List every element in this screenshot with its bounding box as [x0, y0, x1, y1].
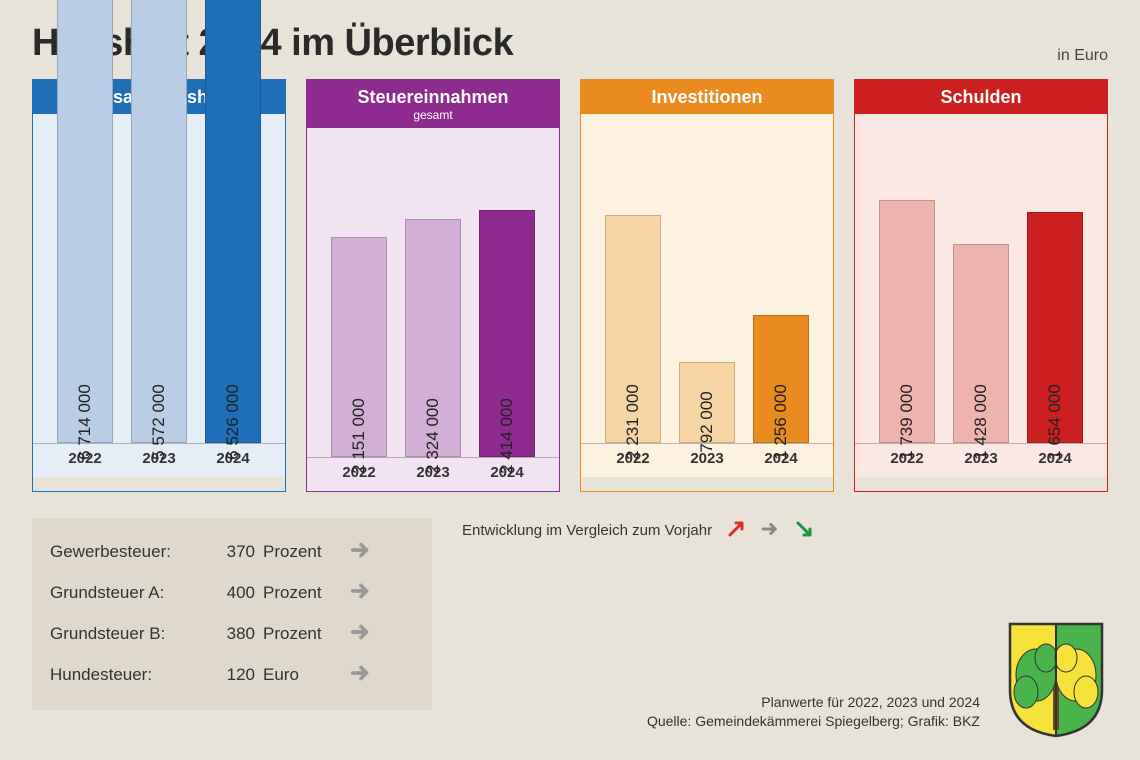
arrow-flat-icon	[346, 580, 376, 607]
footer-line2: Quelle: Gemeindekämmerei Spiegelberg; Gr…	[647, 712, 980, 732]
legend-text: Entwicklung im Vergleich zum Vorjahr	[462, 522, 712, 539]
bar: 5 572 000	[131, 0, 187, 443]
bar-value-label: 1 428 000	[971, 384, 991, 460]
tax-box: Gewerbesteuer:370ProzentGrundsteuer A:40…	[32, 518, 432, 710]
bar-value-label: 2 231 000	[623, 384, 643, 460]
tax-unit: Euro	[255, 665, 330, 685]
bar-value-label: 2 414 000	[497, 398, 517, 474]
bar: 1 256 000	[753, 315, 809, 443]
legend-block: Entwicklung im Vergleich zum Vorjahr	[462, 518, 814, 542]
tax-value: 380	[200, 624, 255, 644]
tax-row: Gewerbesteuer:370Prozent	[50, 532, 414, 573]
bottom-row: Gewerbesteuer:370ProzentGrundsteuer A:40…	[32, 518, 1108, 710]
bar-value-label: 2 151 000	[349, 398, 369, 474]
tax-label: Grundsteuer A:	[50, 583, 200, 603]
charts-row: Gesamthaushalt6 714 0005 572 0006 526 00…	[32, 79, 1108, 492]
bar: 1 428 000	[953, 244, 1009, 443]
header-row: Haushalt 2024 im Überblick in Euro	[32, 22, 1108, 65]
bar-value-label: 1 256 000	[771, 384, 791, 460]
footer-credits: Planwerte für 2022, 2023 und 2024 Quelle…	[647, 693, 980, 732]
bar: 2 414 000	[479, 210, 535, 457]
tax-row: Grundsteuer B:380Prozent	[50, 614, 414, 655]
tax-value: 370	[200, 542, 255, 562]
unit-label: in Euro	[1057, 47, 1108, 65]
arrow-flat-icon	[760, 520, 780, 542]
bar: 1 654 000	[1027, 212, 1083, 443]
bar-value-label: 2 324 000	[423, 398, 443, 474]
crest-icon	[1006, 620, 1106, 738]
plot-area: 2 231 000 792 000 1 256 000	[581, 114, 833, 444]
plot-area: 6 714 0005 572 0006 526 000	[33, 114, 285, 444]
bar: 2 231 000	[605, 215, 661, 443]
bar-value-label: 5 572 000	[149, 384, 169, 460]
chart-panel: Schulden1 739 0001 428 0001 654 00020222…	[854, 79, 1108, 492]
arrow-flat-icon	[346, 621, 376, 648]
tax-value: 400	[200, 583, 255, 603]
tax-value: 120	[200, 665, 255, 685]
bar: 2 151 000	[331, 237, 387, 457]
bar-value-label: 792 000	[697, 391, 717, 452]
panel-header: Schulden	[855, 80, 1107, 114]
tax-label: Hundesteuer:	[50, 665, 200, 685]
arrow-up-icon	[726, 520, 746, 542]
bar-value-label: 1 739 000	[897, 384, 917, 460]
tax-unit: Prozent	[255, 542, 330, 562]
tax-unit: Prozent	[255, 624, 330, 644]
bar: 6 714 000	[57, 0, 113, 443]
tax-label: Gewerbesteuer:	[50, 542, 200, 562]
bar-value-label: 6 714 000	[75, 384, 95, 460]
tax-unit: Prozent	[255, 583, 330, 603]
panel-header: Investitionen	[581, 80, 833, 114]
arrow-down-icon	[794, 520, 814, 542]
tax-row: Hundesteuer:120Euro	[50, 655, 414, 696]
arrow-flat-icon	[346, 662, 376, 689]
bar: 6 526 000	[205, 0, 261, 443]
bar-value-label: 6 526 000	[223, 384, 243, 460]
arrow-flat-icon	[346, 539, 376, 566]
bar: 792 000	[679, 362, 735, 443]
bar: 1 739 000	[879, 200, 935, 443]
plot-area: 2 151 000 2 324 000 2 414 000	[307, 128, 559, 458]
legend-line: Entwicklung im Vergleich zum Vorjahr	[462, 520, 814, 542]
chart-panel: Gesamthaushalt6 714 0005 572 0006 526 00…	[32, 79, 286, 492]
page-root: Haushalt 2024 im Überblick in Euro Gesam…	[0, 0, 1140, 760]
plot-area: 1 739 000 1 428 000 1 654 000	[855, 114, 1107, 444]
panel-subtitle: gesamt	[311, 109, 555, 122]
footer-line1: Planwerte für 2022, 2023 und 2024	[647, 693, 980, 713]
chart-panel: Investitionen2 231 000792 0001 256 00020…	[580, 79, 834, 492]
tax-row: Grundsteuer A:400Prozent	[50, 573, 414, 614]
chart-panel: Steuereinnahmengesamt2 151 0002 324 0002…	[306, 79, 560, 492]
tax-label: Grundsteuer B:	[50, 624, 200, 644]
bar-value-label: 1 654 000	[1045, 384, 1065, 460]
panel-header: Steuereinnahmengesamt	[307, 80, 559, 128]
bar: 2 324 000	[405, 219, 461, 457]
